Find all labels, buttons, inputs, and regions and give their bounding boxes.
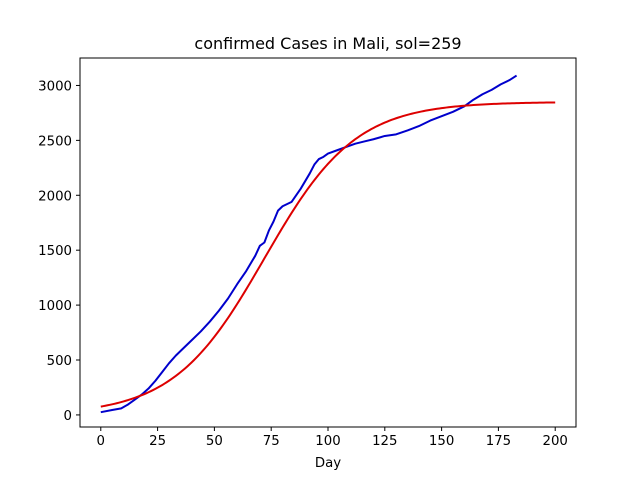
- y-tick-label: 2000: [38, 189, 72, 204]
- series-line-fit: [100, 101, 556, 408]
- x-tick-label: 150: [429, 434, 454, 449]
- plot-frame: [79, 57, 577, 428]
- y-tick-label: 500: [47, 354, 72, 369]
- y-tick-label: 1000: [38, 299, 72, 314]
- series-line-observed: [100, 74, 518, 414]
- chart-title: confirmed Cases in Mali, sol=259: [194, 34, 461, 53]
- y-tick-label: 0: [64, 409, 72, 424]
- y-tick-label: 1500: [38, 244, 72, 259]
- x-tick-label: 100: [315, 434, 340, 449]
- x-tick-label: 25: [149, 434, 166, 449]
- plot-area: [100, 74, 556, 414]
- x-tick-label: 50: [206, 434, 223, 449]
- x-tick-label: 200: [543, 434, 568, 449]
- y-tick-label: 2500: [38, 134, 72, 149]
- x-tick-label: 0: [97, 434, 105, 449]
- axis-ticks: 0 25 50 75 100 125 150 175 200050010001500200025…: [38, 79, 568, 449]
- y-tick-label: 3000: [38, 79, 72, 94]
- x-axis-label: Day: [315, 456, 341, 471]
- x-tick-label: 125: [372, 434, 397, 449]
- x-tick-label: 75: [263, 434, 280, 449]
- x-tick-label: 175: [486, 434, 511, 449]
